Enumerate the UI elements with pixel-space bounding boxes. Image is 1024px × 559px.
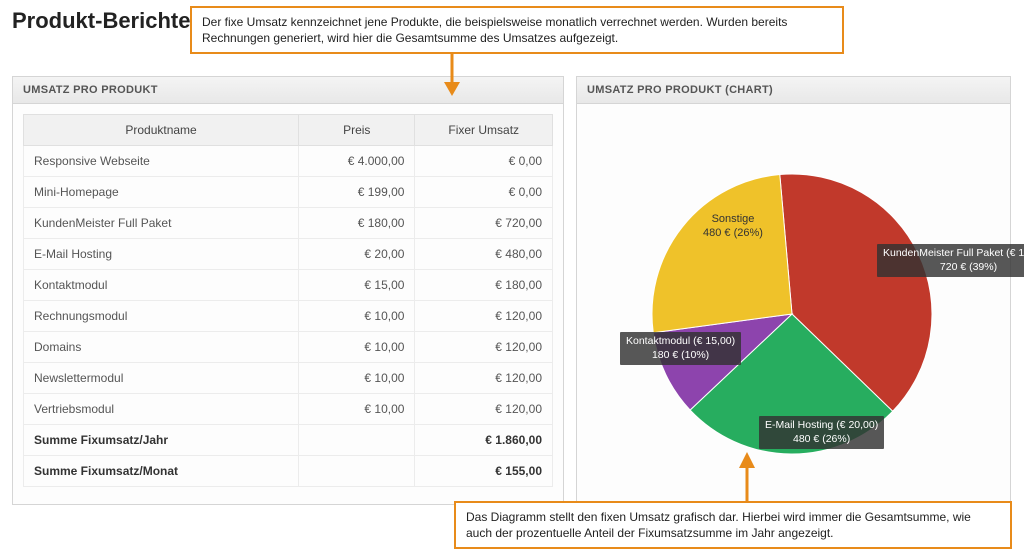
table-row[interactable]: Domains€ 10,00€ 120,00 — [24, 332, 553, 363]
cell: € 120,00 — [415, 332, 553, 363]
table-row[interactable]: KundenMeister Full Paket€ 180,00€ 720,00 — [24, 208, 553, 239]
cell: € 4.000,00 — [299, 146, 415, 177]
cell: € 10,00 — [299, 301, 415, 332]
cell: € 10,00 — [299, 332, 415, 363]
table-panel: UMSATZ PRO PRODUKT Produktname Preis Fix… — [12, 76, 564, 505]
callout-top: Der fixe Umsatz kennzeichnet jene Produk… — [190, 6, 844, 54]
table-panel-title: UMSATZ PRO PRODUKT — [13, 77, 563, 104]
cell: € 155,00 — [415, 456, 553, 487]
cell: € 199,00 — [299, 177, 415, 208]
cell: € 10,00 — [299, 394, 415, 425]
table-row[interactable]: Newslettermodul€ 10,00€ 120,00 — [24, 363, 553, 394]
cell: Kontaktmodul — [24, 270, 299, 301]
cell: Mini-Homepage — [24, 177, 299, 208]
cell: € 0,00 — [415, 146, 553, 177]
cell: E-Mail Hosting — [24, 239, 299, 270]
col-fix[interactable]: Fixer Umsatz — [415, 115, 553, 146]
arrow-top — [440, 48, 464, 96]
table-row[interactable]: Rechnungsmodul€ 10,00€ 120,00 — [24, 301, 553, 332]
pie-slice-label: Sonstige480 € (26%) — [697, 209, 769, 244]
product-table: Produktname Preis Fixer Umsatz Responsiv… — [23, 114, 553, 487]
cell: € 1.860,00 — [415, 425, 553, 456]
cell: Newslettermodul — [24, 363, 299, 394]
pie-chart: KundenMeister Full Paket (€ 180,00)720 €… — [587, 114, 997, 494]
cell: Summe Fixumsatz/Jahr — [24, 425, 299, 456]
pie-slice[interactable] — [652, 175, 792, 333]
cell: € 180,00 — [415, 270, 553, 301]
cell: € 15,00 — [299, 270, 415, 301]
cell: Rechnungsmodul — [24, 301, 299, 332]
pie-slice-label: E-Mail Hosting (€ 20,00)480 € (26%) — [759, 416, 884, 449]
cell — [299, 425, 415, 456]
cell: € 120,00 — [415, 363, 553, 394]
table-row[interactable]: Vertriebsmodul€ 10,00€ 120,00 — [24, 394, 553, 425]
table-summary-row: Summe Fixumsatz/Monat € 155,00 — [24, 456, 553, 487]
cell: € 180,00 — [299, 208, 415, 239]
chart-panel: UMSATZ PRO PRODUKT (CHART) KundenMeister… — [576, 76, 1011, 505]
cell: € 480,00 — [415, 239, 553, 270]
cell: € 120,00 — [415, 394, 553, 425]
cell: Responsive Webseite — [24, 146, 299, 177]
table-row[interactable]: Kontaktmodul€ 15,00€ 180,00 — [24, 270, 553, 301]
pie-slice-label: KundenMeister Full Paket (€ 180,00)720 €… — [877, 244, 1024, 277]
table-header-row: Produktname Preis Fixer Umsatz — [24, 115, 553, 146]
table-row[interactable]: Mini-Homepage€ 199,00€ 0,00 — [24, 177, 553, 208]
arrow-bottom — [735, 452, 759, 502]
pie-slice-label: Kontaktmodul (€ 15,00)180 € (10%) — [620, 332, 741, 365]
table-row[interactable]: E-Mail Hosting€ 20,00€ 480,00 — [24, 239, 553, 270]
table-row[interactable]: Responsive Webseite€ 4.000,00€ 0,00 — [24, 146, 553, 177]
cell: KundenMeister Full Paket — [24, 208, 299, 239]
cell: € 0,00 — [415, 177, 553, 208]
col-price[interactable]: Preis — [299, 115, 415, 146]
col-name[interactable]: Produktname — [24, 115, 299, 146]
cell: Summe Fixumsatz/Monat — [24, 456, 299, 487]
cell: € 20,00 — [299, 239, 415, 270]
table-summary-row: Summe Fixumsatz/Jahr € 1.860,00 — [24, 425, 553, 456]
cell — [299, 456, 415, 487]
chart-panel-title: UMSATZ PRO PRODUKT (CHART) — [577, 77, 1010, 104]
callout-bottom: Das Diagramm stellt den fixen Umsatz gra… — [454, 501, 1012, 549]
cell: € 10,00 — [299, 363, 415, 394]
cell: Vertriebsmodul — [24, 394, 299, 425]
cell: Domains — [24, 332, 299, 363]
cell: € 720,00 — [415, 208, 553, 239]
cell: € 120,00 — [415, 301, 553, 332]
